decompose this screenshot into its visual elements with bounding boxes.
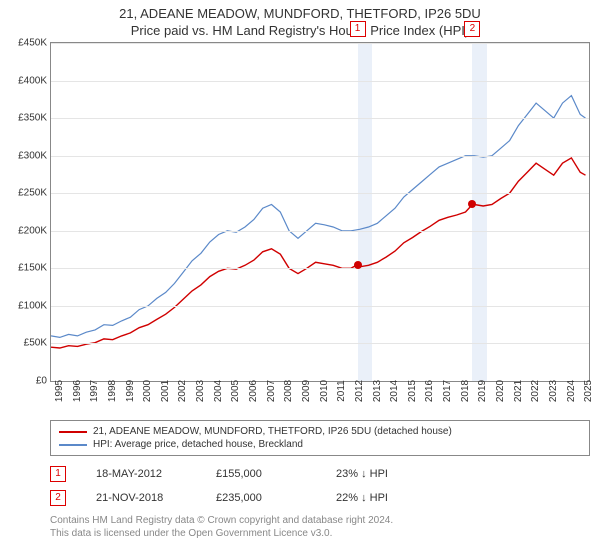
y-axis-label: £150K (3, 263, 47, 274)
x-axis-label: 2011 (336, 380, 347, 402)
x-axis-label: 2003 (195, 380, 206, 402)
legend-row: HPI: Average price, detached house, Brec… (59, 438, 581, 451)
x-axis-label: 1996 (72, 380, 83, 402)
chart-lines-svg (51, 43, 589, 381)
x-axis-label: 2018 (460, 380, 471, 402)
footer-line-2: This data is licensed under the Open Gov… (50, 527, 590, 540)
y-axis-label: £100K (3, 300, 47, 311)
x-axis-label: 2022 (530, 380, 541, 402)
x-axis-label: 2020 (495, 380, 506, 402)
sale-delta: 22% ↓ HPI (336, 492, 426, 504)
gridline-h (51, 343, 589, 344)
x-axis-label: 2004 (213, 380, 224, 402)
gridline-h (51, 268, 589, 269)
gridline-h (51, 118, 589, 119)
x-axis-label: 2014 (389, 380, 400, 402)
x-axis-label: 2017 (442, 380, 453, 402)
x-axis-label: 2012 (354, 380, 365, 402)
chart-subtitle: Price paid vs. HM Land Registry's House … (0, 23, 600, 38)
x-axis-label: 1997 (89, 380, 100, 402)
legend-box: 21, ADEANE MEADOW, MUNDFORD, THETFORD, I… (50, 420, 590, 456)
series-line-property (51, 158, 586, 348)
gridline-h (51, 156, 589, 157)
chart-title-address: 21, ADEANE MEADOW, MUNDFORD, THETFORD, I… (0, 6, 600, 21)
x-axis-label: 2001 (160, 380, 171, 402)
x-axis-label: 2006 (248, 380, 259, 402)
y-axis-label: £250K (3, 188, 47, 199)
sale-price: £155,000 (216, 468, 306, 480)
sale-price: £235,000 (216, 492, 306, 504)
x-axis-label: 2009 (301, 380, 312, 402)
y-axis-label: £200K (3, 225, 47, 236)
footer-attribution: Contains HM Land Registry data © Crown c… (50, 514, 590, 540)
x-axis-label: 2015 (407, 380, 418, 402)
x-axis-label: 2025 (583, 380, 594, 402)
legend-swatch (59, 444, 87, 446)
y-axis-label: £50K (3, 338, 47, 349)
x-axis-label: 2016 (424, 380, 435, 402)
x-axis-label: 2019 (477, 380, 488, 402)
gridline-h (51, 81, 589, 82)
sale-row: 2 21-NOV-2018 £235,000 22% ↓ HPI (50, 486, 590, 510)
sale-date: 18-MAY-2012 (96, 468, 186, 480)
title-block: 21, ADEANE MEADOW, MUNDFORD, THETFORD, I… (0, 0, 600, 42)
sale-row: 1 18-MAY-2012 £155,000 23% ↓ HPI (50, 462, 590, 486)
gridline-h (51, 306, 589, 307)
gridline-h (51, 193, 589, 194)
x-axis-label: 2023 (548, 380, 559, 402)
y-axis-label: £450K (3, 38, 47, 49)
series-line-hpi (51, 96, 586, 338)
footer-line-1: Contains HM Land Registry data © Crown c… (50, 514, 590, 527)
sale-marker-dot (468, 200, 476, 208)
sales-table: 1 18-MAY-2012 £155,000 23% ↓ HPI 2 21-NOV-201… (50, 462, 590, 510)
gridline-h (51, 231, 589, 232)
gridline-h (51, 43, 589, 44)
sale-delta: 23% ↓ HPI (336, 468, 426, 480)
sale-marker-box: 1 (350, 21, 366, 37)
x-axis-label: 2007 (266, 380, 277, 402)
legend-label: 21, ADEANE MEADOW, MUNDFORD, THETFORD, I… (93, 426, 452, 437)
sale-marker-box: 2 (464, 21, 480, 37)
legend-row: 21, ADEANE MEADOW, MUNDFORD, THETFORD, I… (59, 425, 581, 438)
x-axis-label: 1999 (125, 380, 136, 402)
chart-plot-area: £0£50K£100K£150K£200K£250K£300K£350K£400… (50, 42, 590, 382)
x-axis-label: 2002 (177, 380, 188, 402)
sale-date: 21-NOV-2018 (96, 492, 186, 504)
legend-label: HPI: Average price, detached house, Brec… (93, 439, 303, 450)
y-axis-label: £350K (3, 113, 47, 124)
x-axis-label: 2005 (230, 380, 241, 402)
y-axis-label: £0 (3, 376, 47, 387)
x-axis-label: 2013 (372, 380, 383, 402)
sale-number-box: 2 (50, 490, 66, 506)
y-axis-label: £400K (3, 75, 47, 86)
x-axis-label: 1995 (54, 380, 65, 402)
x-axis-label: 2008 (283, 380, 294, 402)
x-axis-label: 2000 (142, 380, 153, 402)
sale-marker-dot (354, 261, 362, 269)
x-axis-label: 1998 (107, 380, 118, 402)
x-axis-label: 2010 (319, 380, 330, 402)
sale-number-box: 1 (50, 466, 66, 482)
chart-container: 21, ADEANE MEADOW, MUNDFORD, THETFORD, I… (0, 0, 600, 560)
y-axis-label: £300K (3, 150, 47, 161)
legend-swatch (59, 431, 87, 433)
x-axis-label: 2021 (513, 380, 524, 402)
x-axis-label: 2024 (566, 380, 577, 402)
